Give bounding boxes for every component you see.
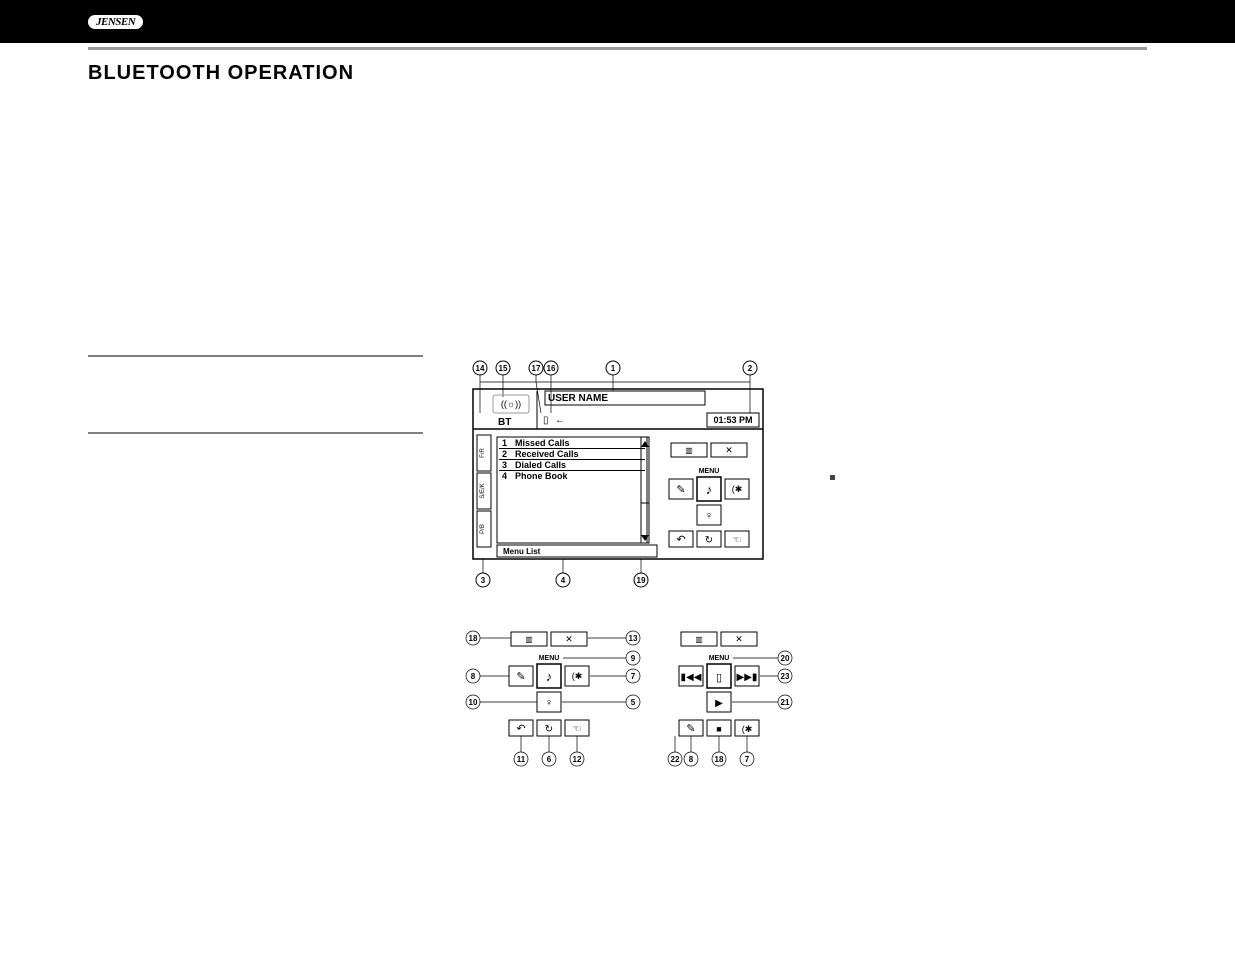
svg-text:▮◀◀: ▮◀◀: [681, 672, 702, 683]
svg-text:✕: ✕: [565, 634, 573, 644]
svg-text:8: 8: [471, 672, 476, 681]
top-bar: JENSEN: [0, 0, 1235, 43]
left-rule-2: [88, 432, 423, 434]
svg-text:▶: ▶: [715, 698, 723, 709]
callout-19: 19: [637, 576, 646, 585]
svg-text:22: 22: [671, 755, 680, 764]
svg-text:▥: ▥: [695, 635, 703, 644]
clock-label: 01:53 PM: [713, 415, 752, 425]
svg-text:▥: ▥: [525, 635, 533, 644]
side-tab-2: S/E/K: [480, 483, 486, 498]
hangup-icon: ↶: [676, 534, 685, 546]
music-icon: ♪: [706, 482, 713, 497]
menu-item-4[interactable]: 4Phone Book: [499, 471, 645, 481]
diagram: 14 15 17 16 1 2: [463, 355, 963, 791]
pair-icon: ✎: [676, 484, 685, 496]
svg-text:☜: ☜: [573, 724, 582, 735]
mic-icon: ♀: [705, 510, 713, 522]
transfer-icon: ☜: [733, 535, 742, 546]
svg-text:9: 9: [631, 654, 636, 663]
svg-text:■: ■: [716, 724, 721, 734]
mute-icon: ✕: [725, 445, 733, 455]
page-heading: BLUETOOTH OPERATION: [88, 62, 1235, 85]
refresh-icon: ↻: [705, 535, 713, 546]
bt-icon: (✱: [732, 484, 743, 494]
left-rule-1: [88, 355, 423, 357]
svg-text:10: 10: [469, 698, 478, 707]
mode-label: BT: [498, 417, 511, 428]
bt-signal-icon: ((☼)): [501, 399, 521, 409]
svg-text:12: 12: [573, 755, 582, 764]
svg-text:✕: ✕: [735, 634, 743, 644]
side-tab-3: P/B: [480, 524, 486, 534]
svg-text:18: 18: [469, 634, 478, 643]
svg-text:▶▶▮: ▶▶▮: [737, 672, 758, 683]
svg-text:✎: ✎: [516, 671, 525, 683]
svg-text:5: 5: [631, 698, 636, 707]
lower-keypads: ▥ ✕ MENU ✎ ♪ (✱ ♀ ↶ ↻ ☜ 18 13 9 8 7 10 5…: [463, 618, 803, 788]
grey-divider: [88, 47, 1147, 50]
menu-item-2[interactable]: 2Received Calls: [499, 449, 645, 460]
svg-text:♀: ♀: [545, 697, 553, 709]
svg-text:(✱: (✱: [742, 724, 753, 734]
callout-2: 2: [748, 364, 753, 373]
callout-16: 16: [547, 364, 556, 373]
svg-text:MENU: MENU: [709, 655, 730, 662]
svg-text:11: 11: [517, 755, 526, 764]
svg-text:8: 8: [689, 755, 694, 764]
svg-text:(✱: (✱: [572, 671, 583, 681]
svg-text:↶: ↶: [516, 723, 525, 735]
svg-text:7: 7: [745, 755, 750, 764]
svg-text:23: 23: [781, 672, 790, 681]
callout-15: 15: [499, 364, 508, 373]
svg-text:7: 7: [631, 672, 636, 681]
svg-text:↻: ↻: [545, 724, 553, 735]
svg-text:MENU: MENU: [539, 655, 560, 662]
menu-title: Menu List: [503, 547, 541, 556]
keypad-btn-icon: ▥: [685, 446, 693, 455]
callout-3: 3: [481, 576, 486, 585]
svg-text:♪: ♪: [546, 669, 553, 684]
callout-4: 4: [561, 576, 566, 585]
svg-text:20: 20: [781, 654, 790, 663]
svg-text:18: 18: [715, 755, 724, 764]
svg-text:6: 6: [547, 755, 552, 764]
svg-text:▯: ▯: [716, 672, 722, 684]
callout-14: 14: [476, 364, 485, 373]
brand-logo: JENSEN: [88, 15, 143, 29]
svg-text:21: 21: [781, 698, 790, 707]
callout-17: 17: [532, 364, 541, 373]
menu-item-1[interactable]: 1Missed Calls: [499, 438, 645, 449]
user-name-label: USER NAME: [548, 393, 608, 404]
back-arrow-icon: ←: [555, 415, 565, 426]
callout-1: 1: [611, 364, 616, 373]
menu-label-inner: MENU: [699, 468, 720, 475]
svg-text:13: 13: [629, 634, 638, 643]
side-tab-1: F/R: [480, 448, 486, 458]
menu-list: 1Missed Calls 2Received Calls 3Dialed Ca…: [499, 438, 645, 481]
battery-icon: ▯: [543, 415, 549, 426]
menu-item-3[interactable]: 3Dialed Calls: [499, 460, 645, 471]
svg-text:✎: ✎: [686, 723, 695, 735]
